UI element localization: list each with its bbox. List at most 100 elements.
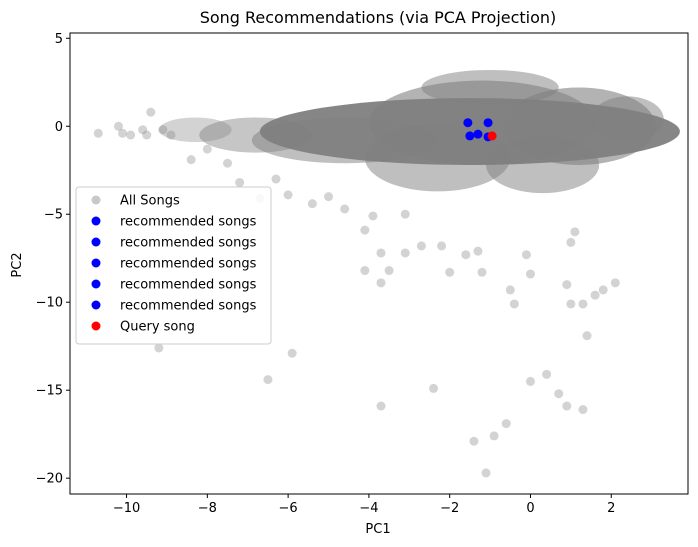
song-point xyxy=(146,107,156,117)
song-point xyxy=(521,250,531,260)
song-point xyxy=(154,343,164,353)
song-point xyxy=(416,241,426,251)
song-point xyxy=(501,419,511,429)
y-tick-label: 0 xyxy=(55,120,63,135)
song-point xyxy=(566,299,576,309)
song-point xyxy=(481,468,491,478)
song-point xyxy=(142,130,152,140)
song-point xyxy=(582,331,592,341)
legend-box xyxy=(75,186,272,345)
point-cloud-region xyxy=(421,69,559,106)
y-tick-label: −20 xyxy=(36,472,63,487)
query-song-point xyxy=(487,131,497,141)
x-tick-label: 2 xyxy=(607,501,615,516)
x-tick-label: −6 xyxy=(279,501,298,516)
song-point xyxy=(469,436,479,446)
song-point xyxy=(376,248,386,258)
x-tick-label: 0 xyxy=(526,501,534,516)
legend-marker xyxy=(91,279,101,289)
song-point xyxy=(477,267,487,277)
song-point xyxy=(445,267,455,277)
chart-title: Song Recommendations (via PCA Projection… xyxy=(200,8,557,27)
song-point xyxy=(473,246,483,256)
song-point xyxy=(360,266,370,276)
legend-label: recommended songs xyxy=(120,257,257,272)
song-point xyxy=(400,248,410,258)
song-point xyxy=(235,178,245,188)
y-tick-label: 5 xyxy=(55,32,63,47)
song-point xyxy=(610,278,620,288)
x-tick-label: −4 xyxy=(359,501,378,516)
song-point xyxy=(360,225,370,235)
y-tick-label: −10 xyxy=(36,296,63,311)
song-point xyxy=(93,128,103,138)
legend-marker xyxy=(91,195,101,205)
song-point xyxy=(287,348,297,358)
song-point xyxy=(566,237,576,247)
legend-label: recommended songs xyxy=(120,215,257,230)
axes: −10 −8 −6 −4 −2 0 250−5−10−15−20 xyxy=(36,32,689,516)
y-tick-label: −15 xyxy=(36,384,63,399)
song-point xyxy=(598,285,608,295)
song-point xyxy=(166,130,176,140)
song-point xyxy=(223,158,233,168)
song-point xyxy=(562,401,572,411)
song-point xyxy=(570,227,580,237)
plot-frame xyxy=(69,32,689,495)
scatter-points xyxy=(93,107,620,478)
legend-label: All Songs xyxy=(120,194,180,209)
legend: All Songs recommended songs recommended so… xyxy=(75,186,272,345)
x-tick-label: −2 xyxy=(440,501,459,516)
song-point xyxy=(186,155,196,165)
song-point xyxy=(340,204,350,214)
recommended-song-point xyxy=(465,131,475,141)
song-point xyxy=(429,383,439,393)
song-point xyxy=(554,389,564,399)
song-point xyxy=(505,285,515,295)
song-point xyxy=(489,431,499,441)
song-point xyxy=(376,278,386,288)
legend-marker xyxy=(91,300,101,310)
legend-label: recommended songs xyxy=(120,299,257,314)
song-point xyxy=(578,405,588,415)
song-point xyxy=(461,250,471,260)
recommended-song-point xyxy=(473,129,483,139)
song-point xyxy=(590,290,600,300)
legend-marker xyxy=(91,216,101,226)
song-point xyxy=(384,266,394,276)
x-tick-label: −8 xyxy=(198,501,217,516)
song-point xyxy=(368,211,378,221)
song-point xyxy=(509,299,519,309)
song-point xyxy=(525,269,535,279)
legend-marker xyxy=(91,258,101,268)
x-tick-label: −10 xyxy=(113,501,140,516)
x-axis-label: PC1 xyxy=(365,522,390,537)
y-axis-label: PC2 xyxy=(10,252,25,277)
song-point xyxy=(437,241,447,251)
song-point xyxy=(307,199,317,209)
song-point xyxy=(283,190,293,200)
song-point xyxy=(113,121,123,131)
song-point xyxy=(271,174,281,184)
song-point xyxy=(578,299,588,309)
legend-label: recommended songs xyxy=(120,236,257,251)
recommended-song-point xyxy=(483,118,493,128)
song-point xyxy=(126,130,136,140)
song-point xyxy=(324,192,334,202)
legend-marker xyxy=(91,321,101,331)
legend-marker xyxy=(91,237,101,247)
point-cloud-region xyxy=(158,117,232,143)
legend-label: recommended songs xyxy=(120,278,257,293)
song-point xyxy=(118,128,128,138)
recommended-song-point xyxy=(463,118,473,128)
legend-label: Query song xyxy=(120,320,195,335)
song-point xyxy=(202,144,212,154)
song-point xyxy=(525,376,535,386)
song-point xyxy=(138,125,148,135)
song-point xyxy=(542,369,552,379)
song-point xyxy=(562,280,572,290)
song-point xyxy=(158,125,168,135)
y-tick-label: −5 xyxy=(44,208,63,223)
song-point xyxy=(376,401,386,411)
